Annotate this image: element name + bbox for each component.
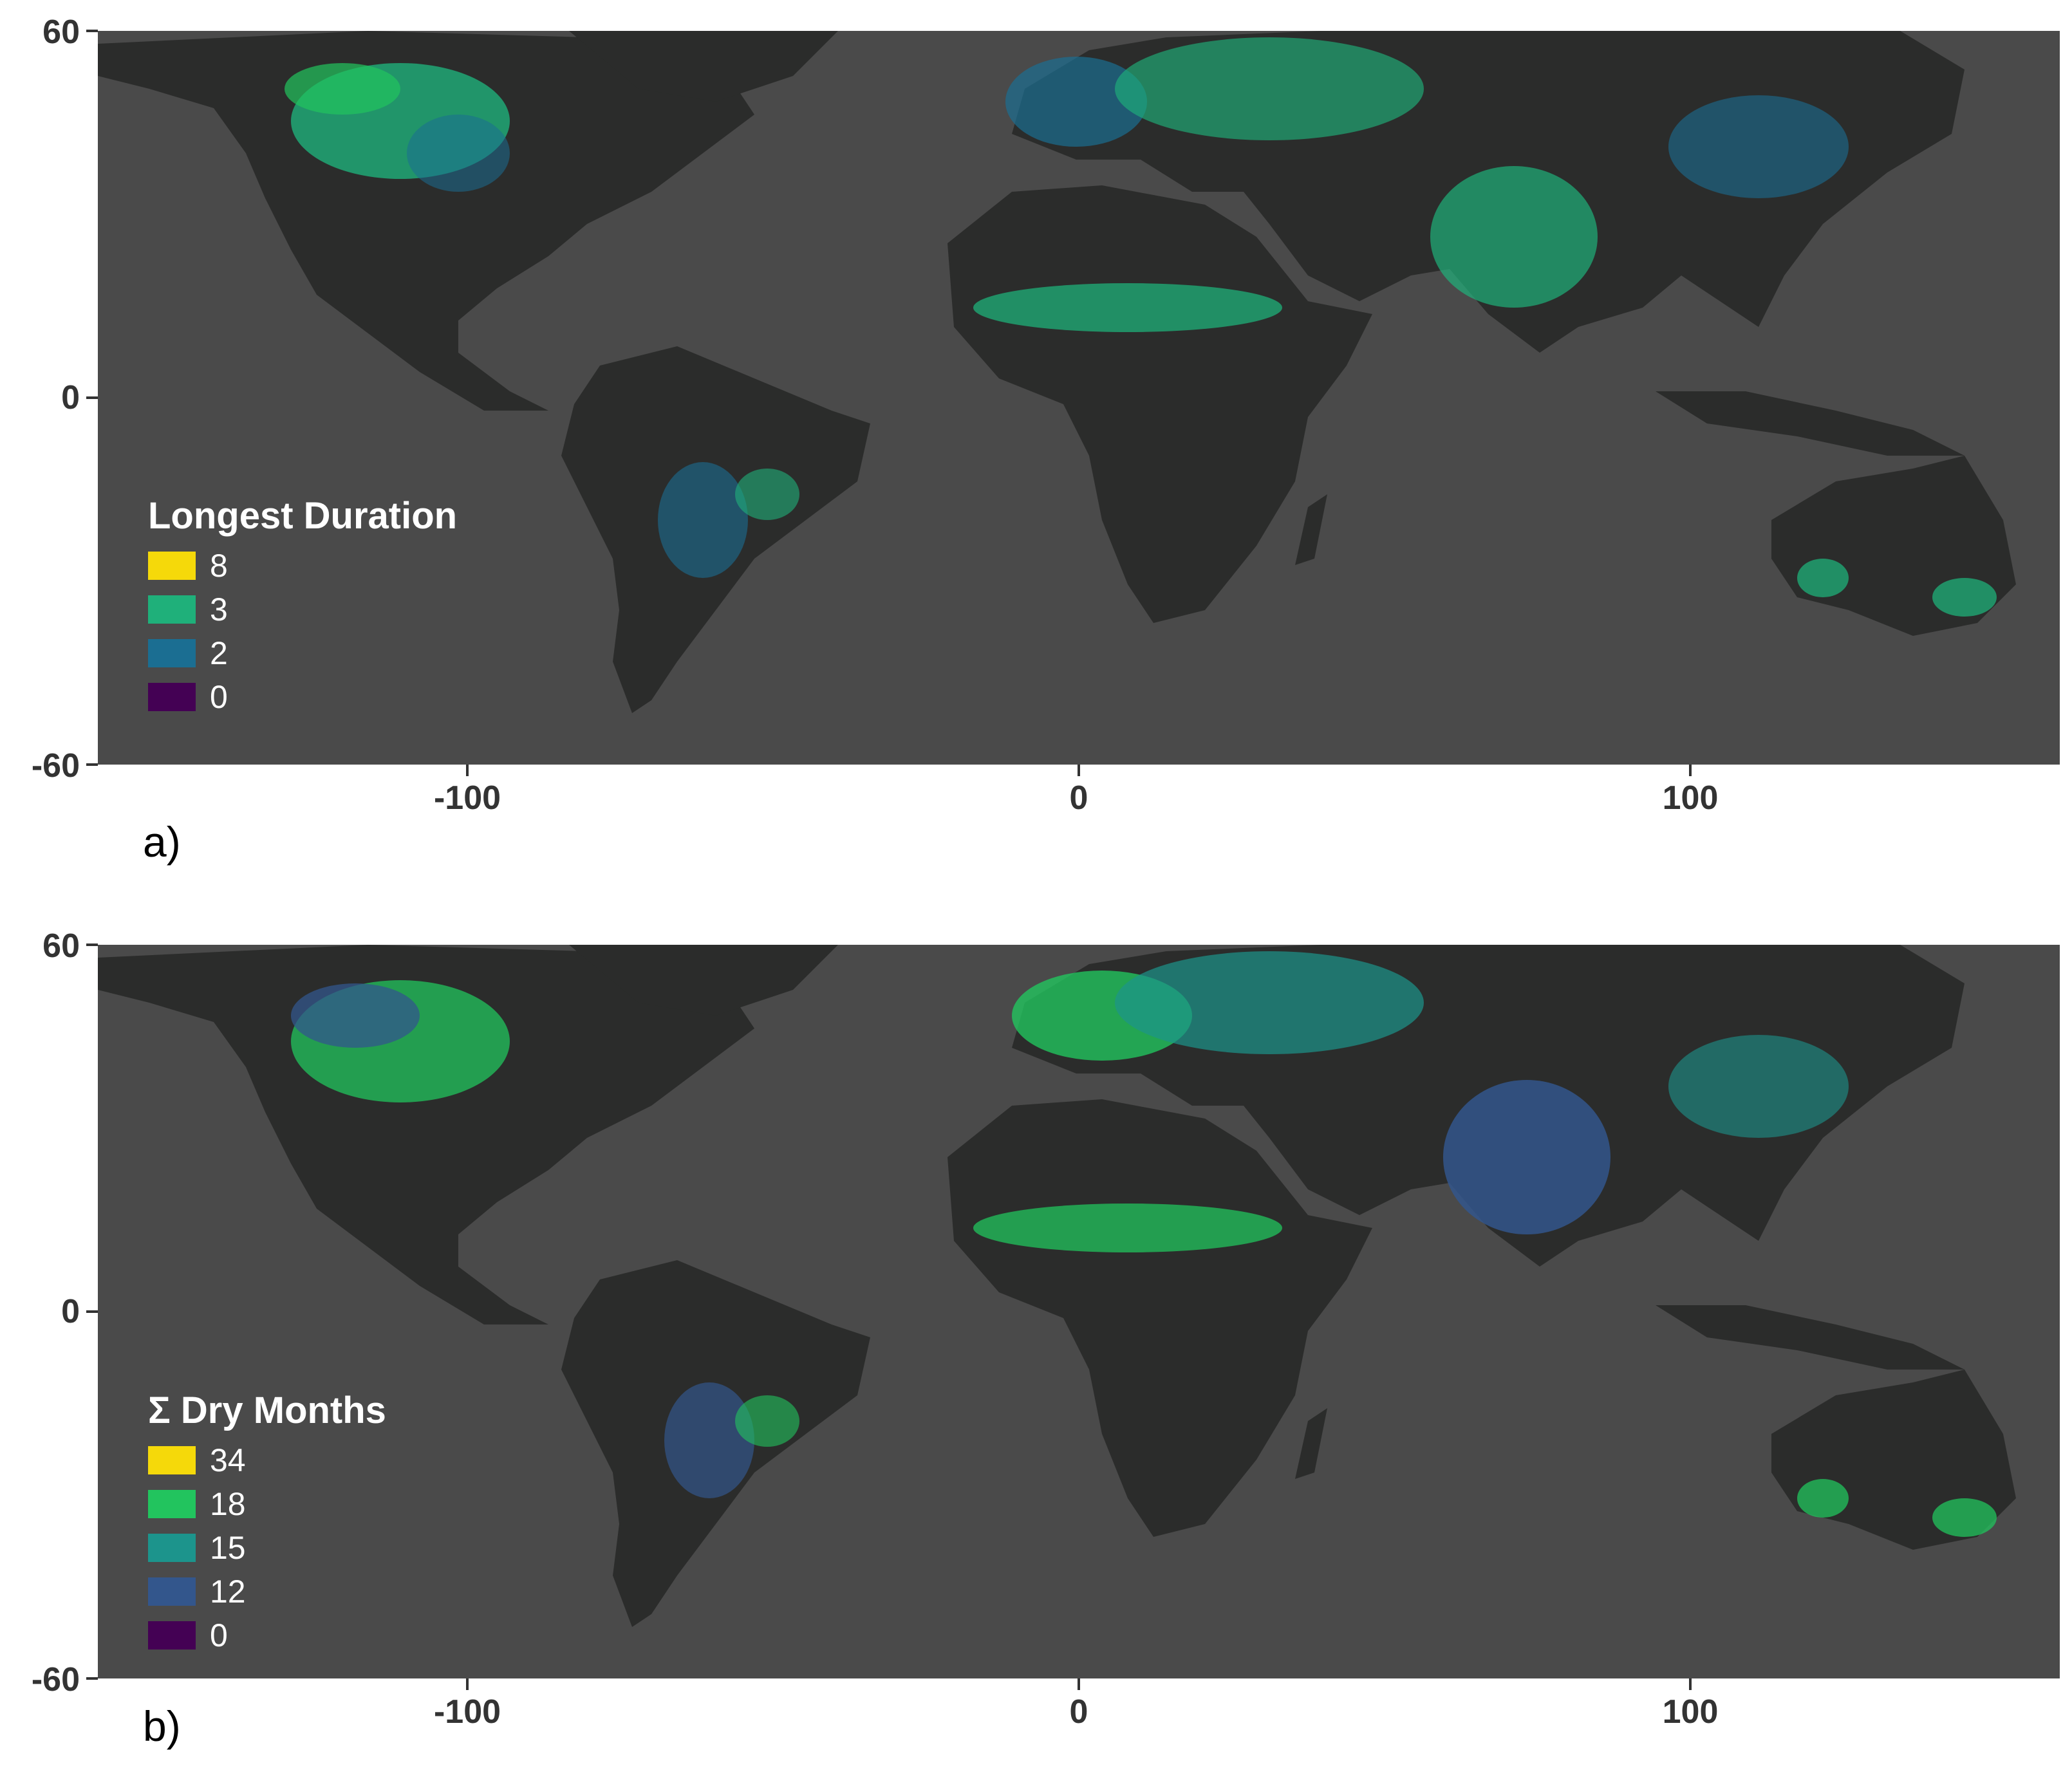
panel-a: 60 0 -60 [31, 14, 2060, 866]
world-map-b: Σ Dry Months 34 18 15 12 0 [98, 945, 2060, 1678]
x-tick-mark [466, 765, 469, 776]
y-tick-label: 0 [61, 1293, 80, 1330]
x-tick-label: 0 [1069, 1693, 1088, 1731]
x-tick-label: -100 [433, 1693, 501, 1731]
legend-item: 3 [148, 588, 457, 631]
y-tick-label: 0 [61, 379, 80, 416]
legend-label: 0 [210, 679, 228, 715]
legend: Longest Duration 8 3 2 0 [148, 494, 457, 719]
legend-item: 12 [148, 1570, 386, 1613]
y-tick-mark [86, 763, 98, 766]
legend-title: Σ Dry Months [148, 1390, 386, 1431]
legend-swatch [148, 639, 196, 667]
legend-item: 0 [148, 1613, 386, 1657]
north-america [98, 31, 754, 411]
legend-item: 0 [148, 675, 457, 719]
legend-label: 8 [210, 548, 228, 584]
legend-item: 8 [148, 544, 457, 588]
legend-label: 0 [210, 1617, 228, 1653]
x-tick-label: 0 [1069, 779, 1088, 817]
legend-label: 12 [210, 1574, 246, 1610]
madagascar [1295, 1408, 1327, 1479]
greenland [569, 945, 838, 1016]
greenland [569, 31, 838, 102]
legend-label: 34 [210, 1442, 246, 1478]
legend-item: 15 [148, 1526, 386, 1570]
x-tick-mark [1689, 1678, 1692, 1690]
x-tick-label: 100 [1662, 779, 1719, 817]
x-tick-mark [1078, 1678, 1080, 1690]
legend-label: 15 [210, 1530, 246, 1566]
legend-swatch [148, 1621, 196, 1650]
madagascar [1295, 494, 1327, 565]
x-tick-mark [1078, 765, 1080, 776]
panel-label: b) [143, 1702, 181, 1750]
y-tick-label: -60 [31, 1661, 80, 1698]
southeast-asia-islands [1656, 1305, 1965, 1370]
legend-item: 18 [148, 1482, 386, 1526]
y-tick-mark [86, 943, 98, 946]
y-tick-mark [86, 1677, 98, 1680]
drought-pixels-b [291, 951, 1997, 1537]
map-svg-a [98, 31, 2060, 765]
y-tick-label: 60 [42, 927, 80, 965]
map-svg-b [98, 945, 2060, 1678]
x-tick-label: 100 [1662, 1693, 1719, 1731]
legend-item: 34 [148, 1438, 386, 1482]
southeast-asia-islands [1656, 391, 1965, 456]
y-tick-mark [86, 30, 98, 32]
legend-swatch [148, 1490, 196, 1518]
world-map-a: Longest Duration 8 3 2 0 [98, 31, 2060, 765]
panel-b: 60 0 -60 [0, 913, 2072, 1766]
drought-pixels-a [285, 37, 1997, 617]
legend-title: Longest Duration [148, 495, 458, 537]
y-tick-mark [86, 396, 98, 399]
legend-swatch [148, 683, 196, 711]
legend-swatch [148, 1577, 196, 1606]
legend-item: 2 [148, 631, 457, 675]
legend: Σ Dry Months 34 18 15 12 0 [148, 1389, 386, 1657]
y-tick-mark [86, 1310, 98, 1313]
x-tick-mark [466, 1678, 469, 1690]
y-tick-label: -60 [31, 747, 80, 785]
legend-swatch [148, 1446, 196, 1474]
legend-swatch [148, 595, 196, 624]
x-tick-label: -100 [433, 779, 501, 817]
legend-swatch [148, 1534, 196, 1562]
legend-label: 2 [210, 635, 228, 671]
legend-label: 18 [210, 1486, 246, 1522]
north-america [98, 945, 754, 1324]
legend-swatch [148, 552, 196, 580]
legend-label: 3 [210, 591, 228, 627]
y-tick-label: 60 [42, 14, 80, 51]
panel-label: a) [143, 818, 181, 866]
x-tick-mark [1689, 765, 1692, 776]
